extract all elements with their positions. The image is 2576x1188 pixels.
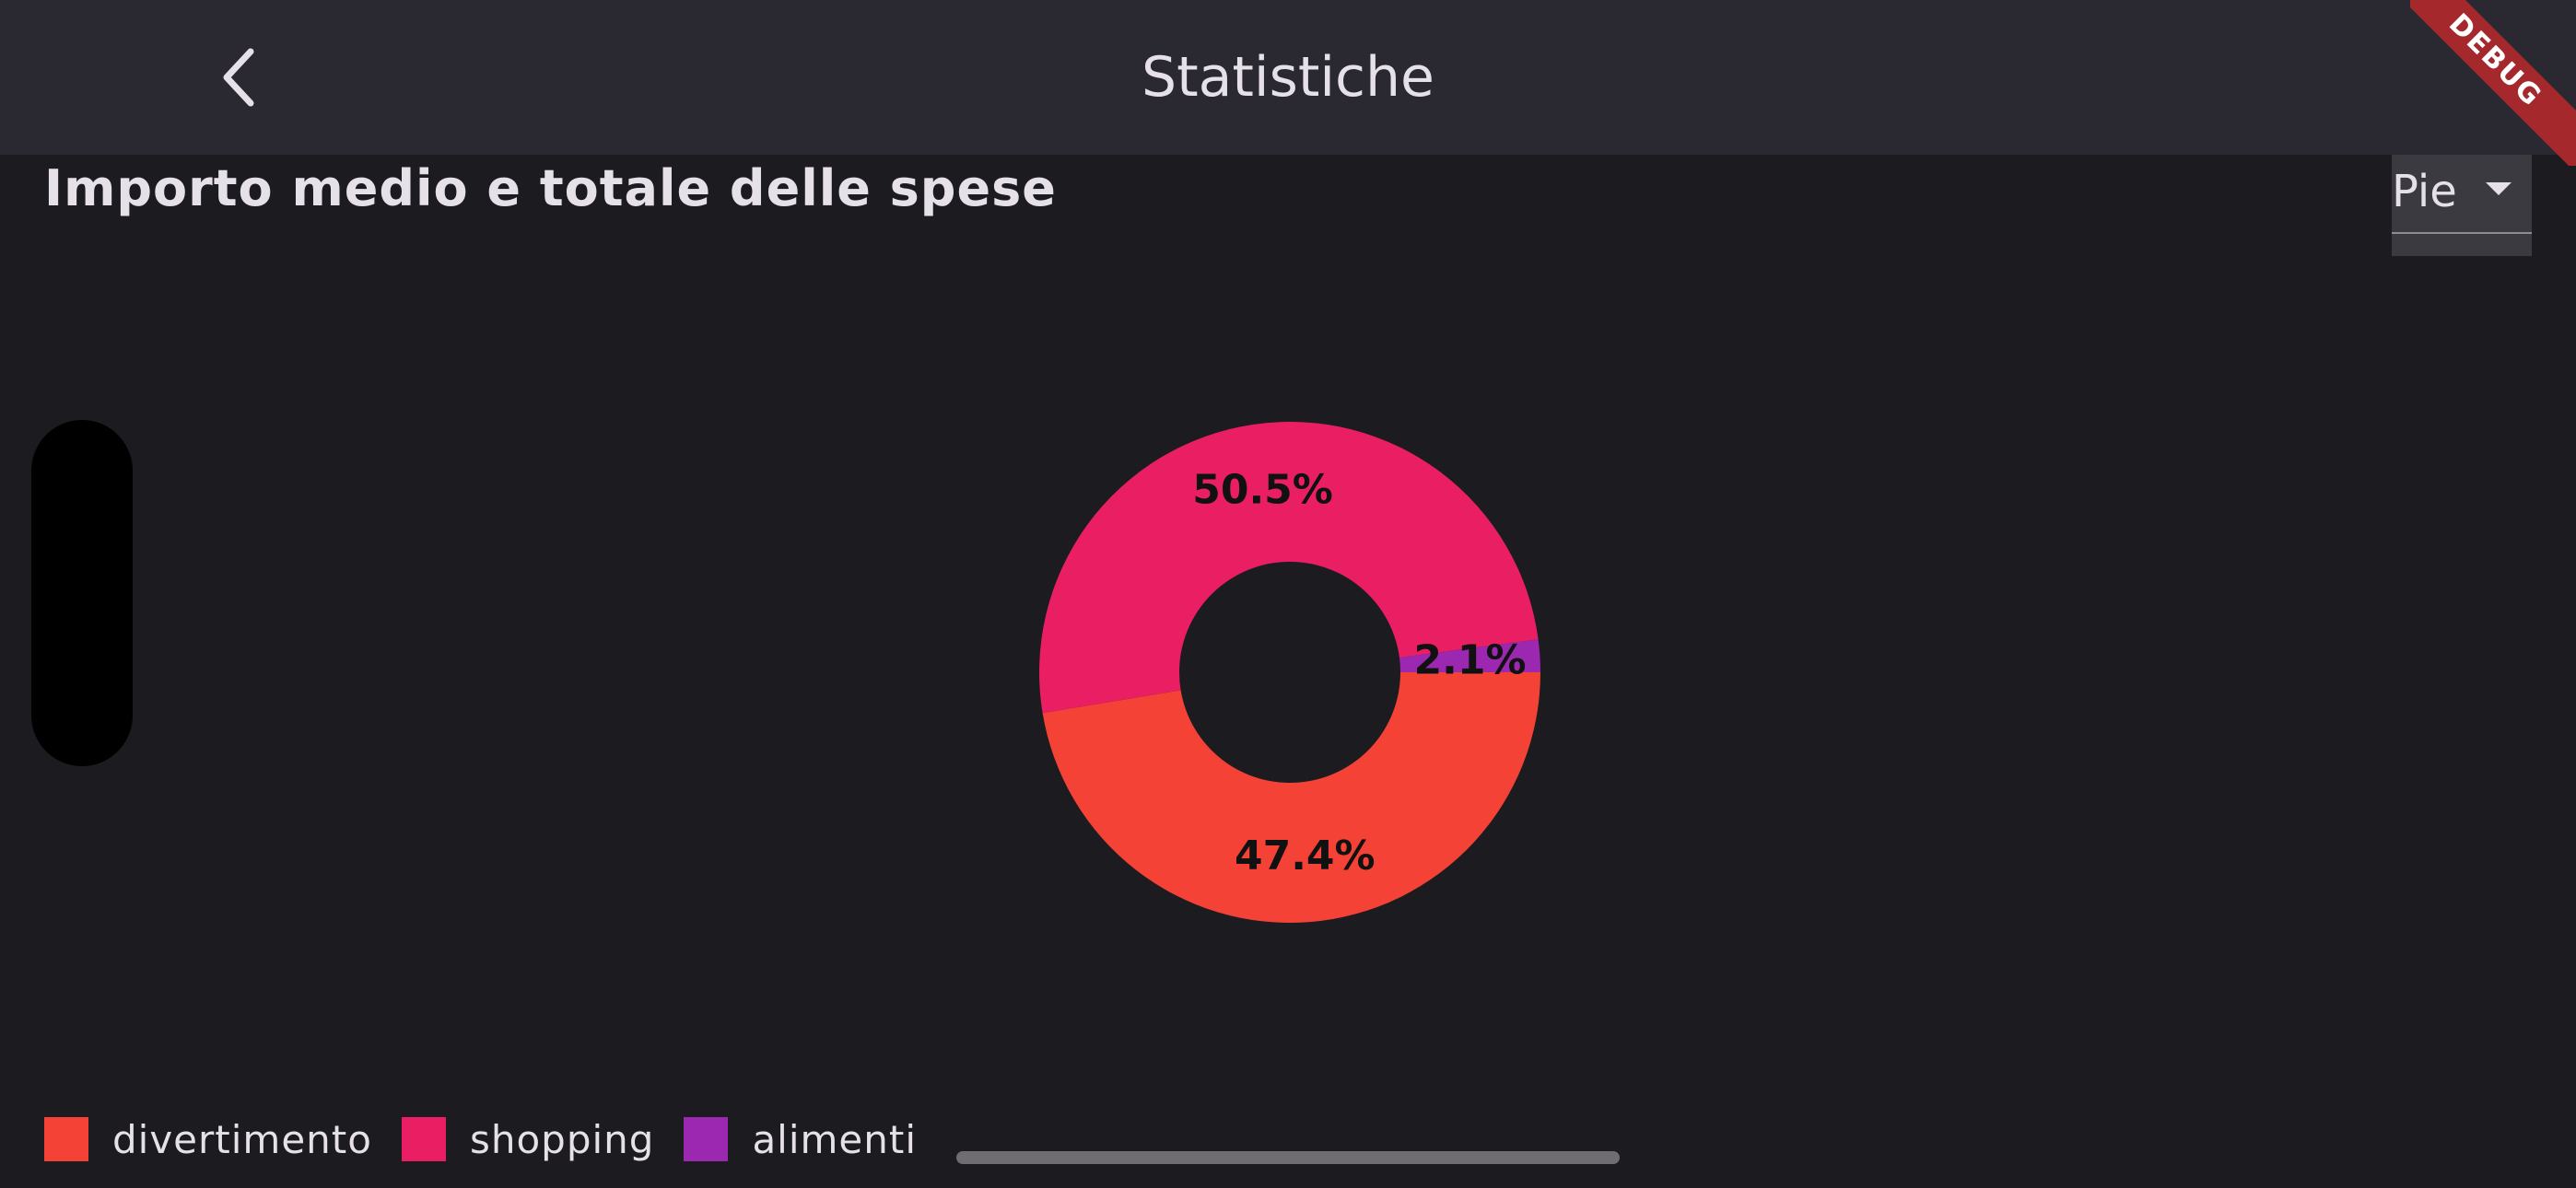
page-title: Statistiche [1142,45,1434,110]
dropdown-underline [2392,232,2532,234]
legend-item-divertimento: divertimento [44,1117,372,1162]
chart-legend: divertimento shopping alimenti [44,1116,946,1162]
legend-swatch [44,1117,88,1161]
back-button[interactable] [193,31,286,123]
chart-type-dropdown[interactable]: Pie [2392,155,2532,256]
legend-swatch [401,1117,446,1161]
home-indicator [956,1151,1620,1164]
pie-label-divertimento: 47.4% [1235,833,1376,879]
side-handle [31,420,133,766]
chevron-left-icon [223,48,254,107]
legend-label: alimenti [752,1116,918,1162]
chart-section-title: Importo medio e totale delle spese [44,159,1057,217]
app-bar: Statistiche [0,0,2576,155]
legend-item-shopping: shopping [401,1116,655,1162]
chart-type-value: Pie [2392,166,2457,217]
pie-label-alimenti: 2.1% [1414,637,1527,684]
legend-label: shopping [469,1116,655,1162]
legend-item-alimenti: alimenti [684,1117,917,1162]
legend-label: divertimento [112,1116,372,1162]
pie-slice-shopping[interactable] [1039,422,1539,714]
legend-swatch [684,1117,729,1161]
pie-slice-divertimento[interactable] [1042,672,1540,924]
pie-chart: 47.4% 50.5% 2.1% [1039,422,1540,924]
pie-slice-alimenti[interactable] [1399,639,1540,672]
pie-label-shopping: 50.5% [1192,467,1333,514]
dropdown-arrow-icon [2486,182,2512,195]
